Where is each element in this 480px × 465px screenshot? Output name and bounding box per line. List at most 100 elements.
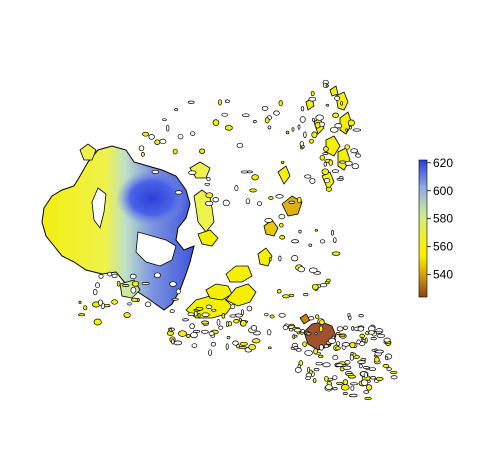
islet xyxy=(218,99,222,106)
islet xyxy=(341,342,351,347)
northeast-islands xyxy=(305,85,353,191)
islet xyxy=(297,266,306,273)
island-south-3 xyxy=(225,283,257,307)
islet xyxy=(300,329,305,334)
islet xyxy=(205,192,214,199)
legend-tick-label: 540 xyxy=(433,268,453,282)
islet xyxy=(190,331,198,339)
island-ne-5 xyxy=(337,147,351,171)
islet xyxy=(293,334,298,338)
islet xyxy=(83,305,88,311)
islet xyxy=(98,274,104,279)
islet xyxy=(111,273,118,279)
islet xyxy=(166,124,170,132)
islet xyxy=(122,284,130,287)
island-south-8 xyxy=(277,165,291,185)
islet xyxy=(338,160,347,164)
islet xyxy=(239,341,248,346)
islet xyxy=(291,255,299,262)
islet xyxy=(282,325,289,330)
islet xyxy=(344,160,353,166)
islet xyxy=(319,344,324,351)
islet xyxy=(210,342,217,347)
islet xyxy=(171,297,179,301)
islet xyxy=(297,124,301,130)
islet xyxy=(349,393,358,398)
islet xyxy=(311,131,318,139)
islet xyxy=(142,131,150,137)
islet xyxy=(130,286,137,294)
islet xyxy=(331,251,341,256)
islet xyxy=(359,333,365,339)
islet xyxy=(264,117,270,124)
islet xyxy=(349,341,356,349)
islet xyxy=(154,139,161,145)
islet xyxy=(246,305,253,312)
islet xyxy=(204,200,214,207)
islet xyxy=(336,381,343,385)
islet xyxy=(375,330,383,334)
islet xyxy=(308,243,313,247)
islet xyxy=(368,330,375,335)
islet xyxy=(342,365,352,370)
islet xyxy=(375,376,384,381)
islet xyxy=(174,190,183,195)
islet xyxy=(303,293,309,297)
islet xyxy=(297,196,302,204)
islet xyxy=(278,100,283,107)
island-central-1 xyxy=(193,189,215,233)
islet xyxy=(364,397,372,400)
islet xyxy=(240,170,249,174)
islet xyxy=(358,363,363,369)
islet xyxy=(224,99,230,104)
islet xyxy=(187,100,195,104)
islet xyxy=(131,297,139,302)
scattered-islets xyxy=(78,79,398,400)
islet xyxy=(299,141,304,147)
islet xyxy=(329,126,339,133)
islet xyxy=(224,125,233,131)
islet xyxy=(330,230,335,236)
islet xyxy=(138,145,145,152)
islet xyxy=(312,378,317,384)
islet xyxy=(332,112,339,118)
islet xyxy=(129,273,137,280)
mainland-region xyxy=(41,145,195,311)
islet xyxy=(318,354,324,359)
islet xyxy=(175,288,181,295)
islet xyxy=(123,312,131,319)
islet xyxy=(218,325,224,330)
islet xyxy=(250,325,258,331)
islet xyxy=(325,186,333,192)
islet xyxy=(225,343,229,350)
island-ne-7 xyxy=(329,85,339,97)
islet xyxy=(323,344,329,348)
islet xyxy=(333,237,337,243)
islet xyxy=(107,271,113,277)
islet xyxy=(212,197,219,203)
islet xyxy=(376,333,385,338)
islet xyxy=(162,118,167,122)
islet xyxy=(169,309,175,313)
southern-islands xyxy=(185,165,303,319)
islet xyxy=(309,267,318,274)
islet xyxy=(199,148,206,154)
islet xyxy=(195,306,204,311)
islet xyxy=(309,138,314,144)
islet xyxy=(216,319,221,326)
islet xyxy=(360,379,369,386)
islet xyxy=(347,119,355,127)
islet xyxy=(278,255,282,262)
islet xyxy=(212,119,220,126)
islet xyxy=(226,336,231,340)
islet xyxy=(313,368,320,372)
islet xyxy=(249,188,257,193)
legend-tick-label: 600 xyxy=(433,184,453,198)
island-south-4 xyxy=(225,265,253,283)
islet xyxy=(171,338,175,345)
islet xyxy=(363,390,370,394)
islet xyxy=(334,123,343,129)
islet xyxy=(204,182,211,186)
island-south-7 xyxy=(281,195,303,217)
islet xyxy=(324,178,330,184)
